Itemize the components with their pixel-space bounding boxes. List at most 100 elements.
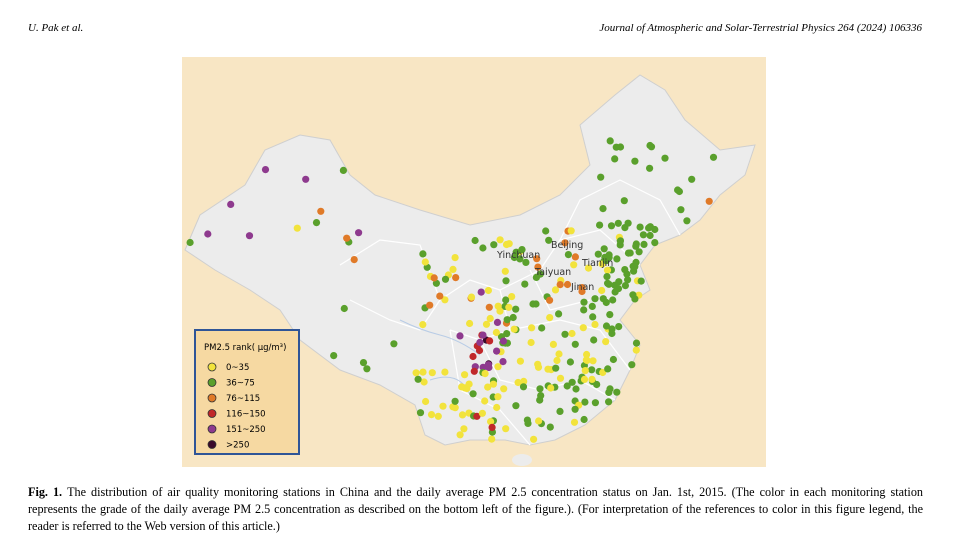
station-dot [631, 157, 639, 165]
station-dot [556, 407, 564, 415]
station-dot [534, 263, 542, 271]
station-dot [496, 307, 504, 315]
station-dot [632, 346, 640, 354]
station-dot [519, 383, 528, 391]
legend-swatch [207, 378, 217, 387]
station-dot [547, 384, 555, 392]
station-dot [471, 236, 479, 245]
station-dot [606, 311, 614, 319]
station-dot [607, 222, 616, 230]
station-dot [493, 403, 501, 412]
station-dot [603, 266, 612, 274]
station-dot [419, 250, 427, 258]
station-dot [456, 431, 464, 439]
station-dot [416, 409, 425, 417]
station-dot [419, 321, 427, 329]
station-dot [552, 364, 560, 372]
station-dot [509, 313, 517, 322]
station-dot [705, 197, 713, 205]
station-dot [245, 232, 254, 240]
station-dot [488, 423, 496, 431]
station-dot [609, 355, 618, 364]
station-dot [516, 357, 525, 365]
station-dot [594, 250, 602, 258]
station-dot [466, 319, 474, 328]
station-dot [544, 365, 552, 373]
station-dot [330, 352, 338, 360]
station-dot [646, 231, 654, 240]
station-dot [591, 295, 599, 303]
station-dot [580, 415, 588, 424]
station-dot [632, 339, 641, 347]
station-dot [628, 361, 636, 369]
station-dot [458, 411, 467, 419]
station-dot [683, 217, 691, 225]
station-dot [608, 325, 616, 333]
station-dot [651, 225, 659, 234]
station-dot [508, 293, 516, 301]
station-dot [478, 409, 486, 417]
station-dot [470, 367, 478, 375]
station-dot [556, 374, 565, 382]
station-dot [469, 390, 477, 398]
legend-label: >250 [226, 441, 249, 451]
station-dot [430, 274, 438, 282]
station-dot [571, 253, 580, 261]
station-dot [532, 273, 541, 281]
station-dot [227, 200, 235, 208]
station-dot [499, 337, 508, 345]
caption-label: Fig. 1. [28, 485, 63, 499]
station-dot [524, 419, 532, 427]
station-dot [589, 313, 597, 321]
station-dot [581, 367, 589, 375]
station-dot [441, 368, 449, 376]
city-label: Beijing [551, 240, 583, 251]
header-authors: U. Pak et al. [28, 22, 84, 34]
station-dot [456, 332, 464, 340]
station-dot [571, 405, 579, 413]
station-dot [451, 397, 459, 405]
station-dot [605, 388, 613, 396]
city-label: Tianjin [581, 258, 613, 269]
legend-swatch [207, 409, 217, 418]
station-dot [582, 356, 591, 364]
station-dot [645, 224, 653, 232]
station-dot [621, 282, 630, 290]
station-dot [484, 383, 492, 391]
legend-swatch [207, 393, 217, 403]
station-dot [494, 363, 502, 371]
station-dot [613, 388, 621, 396]
city-label: Jinan [570, 282, 594, 293]
station-dot [556, 281, 564, 289]
station-dot [451, 254, 459, 262]
station-dot [473, 412, 481, 420]
station-dot [512, 305, 520, 313]
station-dot [501, 267, 509, 275]
station-dot [452, 274, 460, 282]
station-dot [651, 239, 659, 247]
station-dot [563, 382, 571, 390]
station-dot [521, 280, 529, 288]
caption: Fig. 1. The distribution of air quality m… [28, 484, 923, 535]
station-dot [571, 340, 579, 348]
station-dot [624, 219, 632, 227]
station-dot [590, 336, 598, 344]
station-dot [481, 370, 489, 378]
station-dot [614, 285, 623, 293]
station-dot [561, 330, 569, 338]
station-dot [542, 227, 550, 235]
station-dot [588, 375, 596, 383]
station-dot [434, 412, 442, 420]
station-dot [502, 296, 510, 304]
station-dot [635, 248, 643, 256]
station-dot [602, 298, 610, 307]
station-dot [536, 396, 544, 404]
station-dot [343, 234, 351, 242]
station-dot [432, 279, 440, 287]
station-dot [599, 205, 607, 213]
station-dot [479, 331, 487, 339]
station-dot [426, 301, 434, 309]
station-dot [493, 347, 501, 355]
station-dot [636, 223, 644, 231]
station-dot [422, 397, 430, 406]
